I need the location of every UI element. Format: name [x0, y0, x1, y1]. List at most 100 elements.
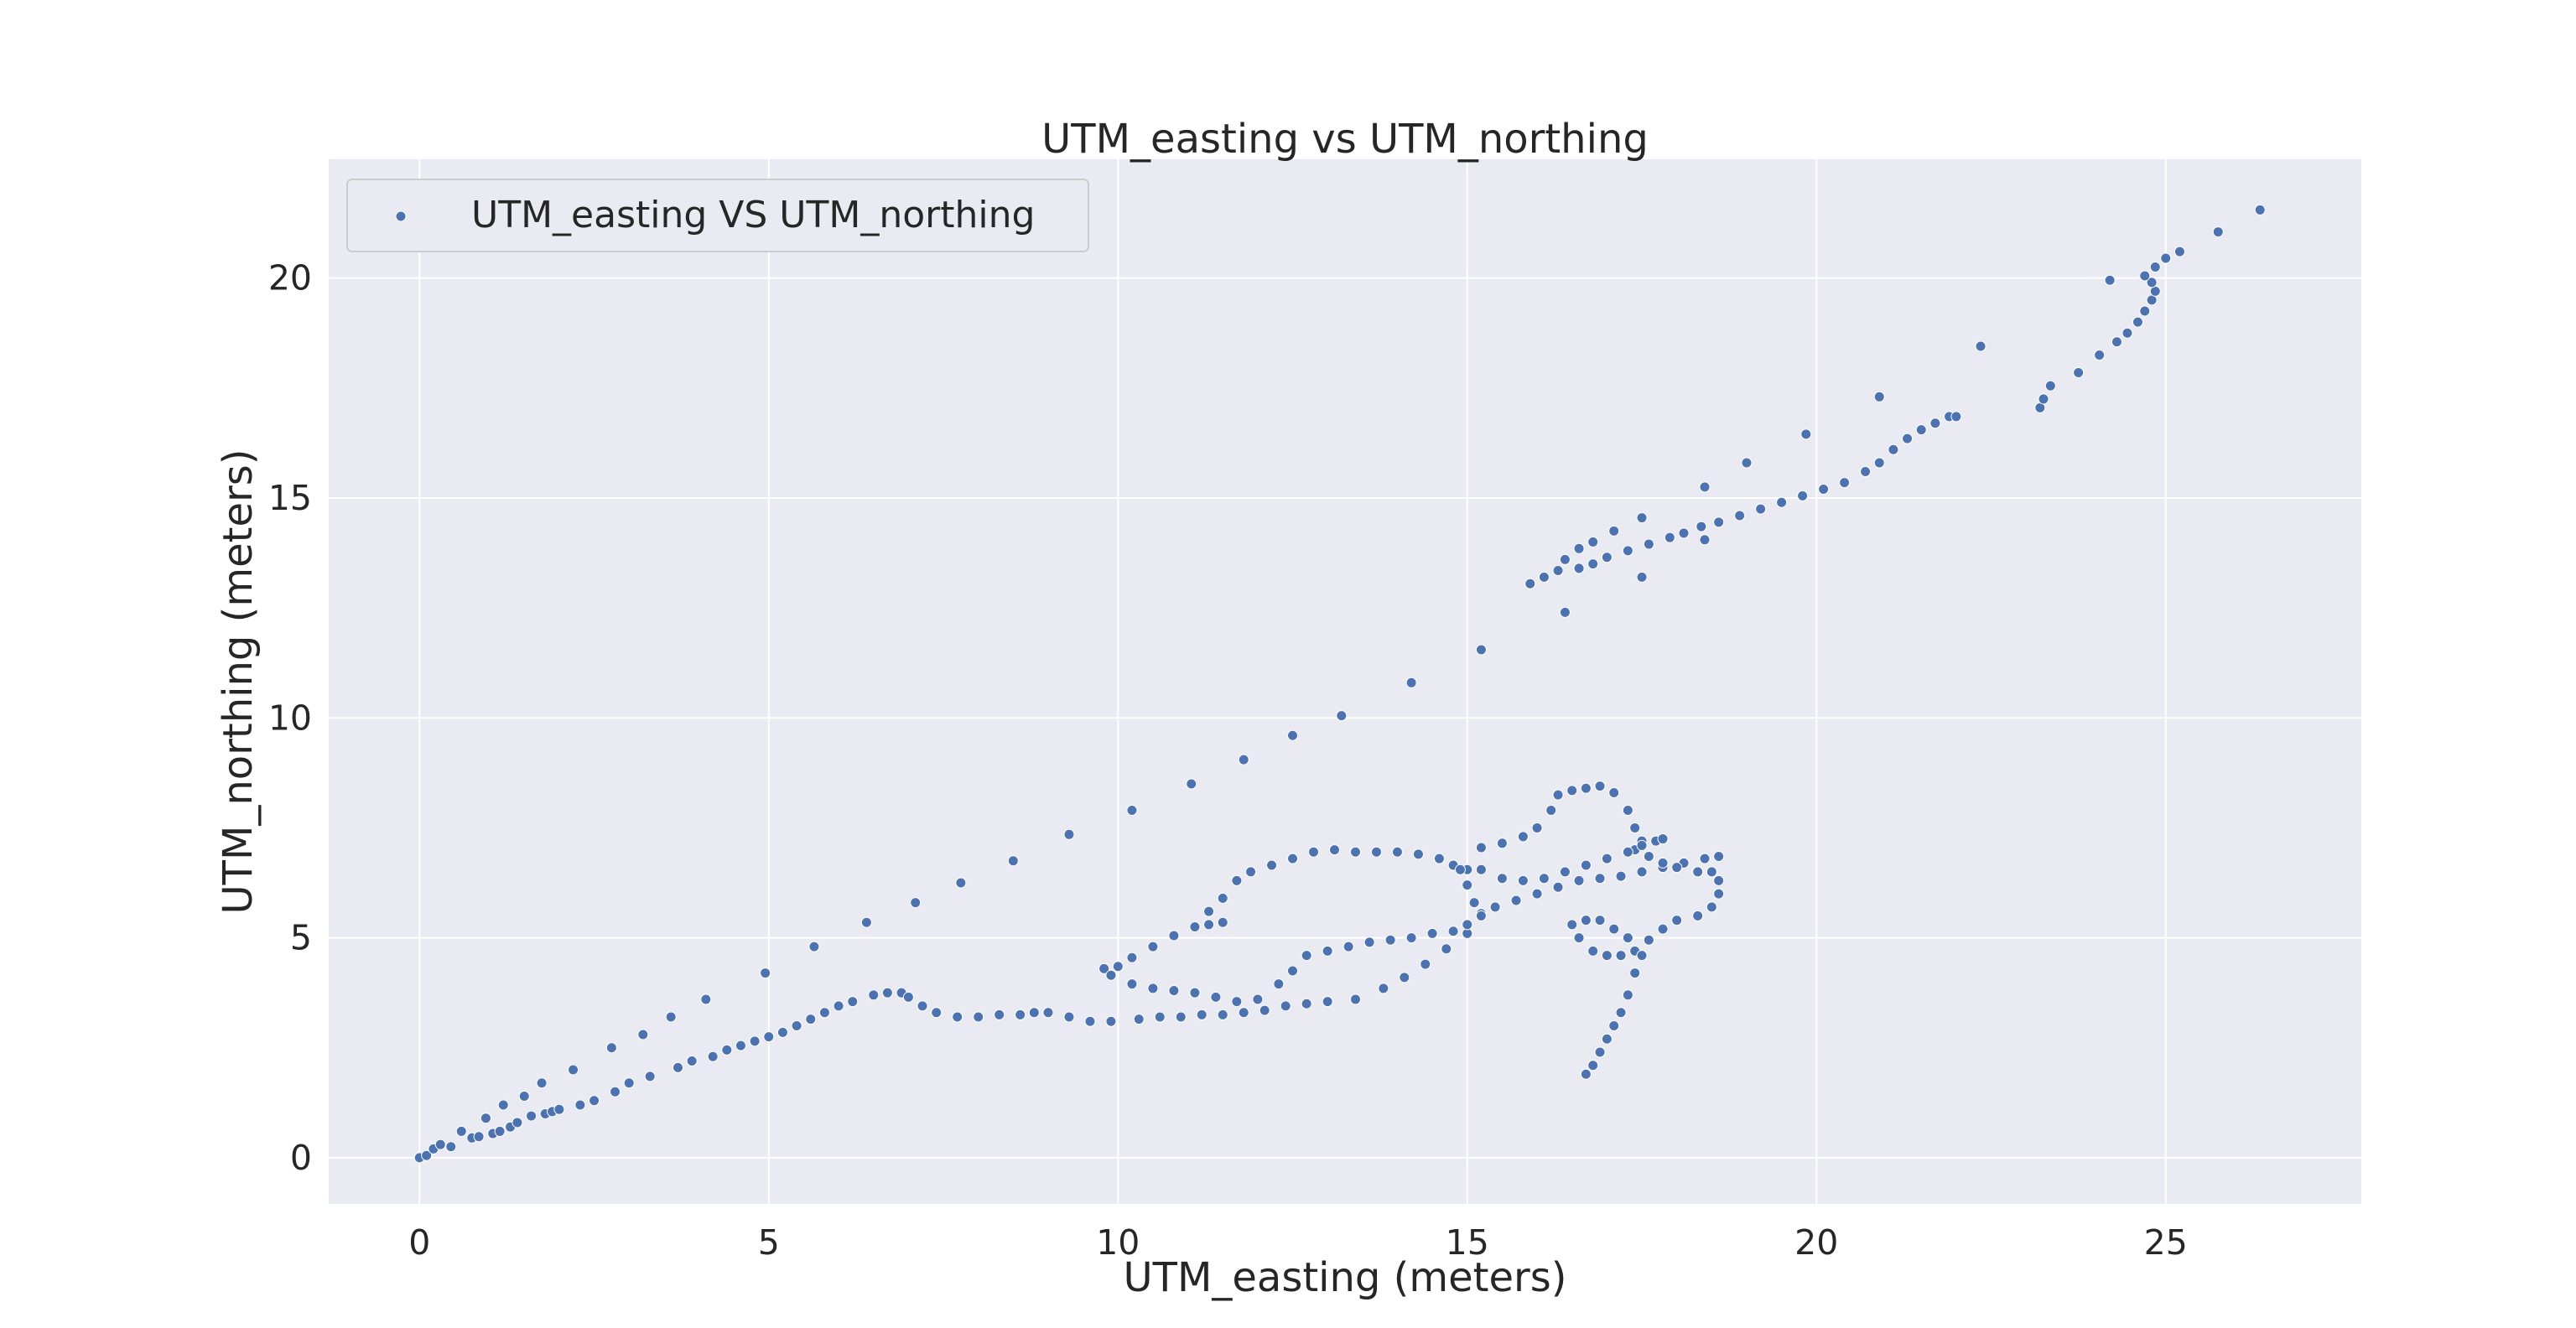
scatter-point [1426, 927, 1438, 939]
scatter-point [2149, 262, 2161, 273]
scatter-point [1734, 510, 1746, 521]
scatter-point [1028, 1007, 1040, 1019]
scatter-point [1308, 846, 1320, 858]
scatter-point [1643, 538, 1654, 550]
scatter-point [494, 1125, 506, 1137]
scatter-point [1441, 943, 1452, 955]
scatter-point [1186, 778, 1197, 790]
scatter-point [1517, 831, 1529, 843]
scatter-point [1252, 993, 1264, 1005]
scatter-point [1510, 895, 1522, 906]
scatter-point [1175, 1011, 1187, 1023]
scatter-point [1800, 428, 1812, 440]
scatter-point [1196, 1009, 1208, 1020]
scatter-point [1566, 919, 1578, 931]
scatter-point [518, 1090, 530, 1102]
scatter-point [1636, 950, 1648, 962]
scatter-point [2111, 336, 2122, 348]
scatter-point [1412, 848, 1424, 860]
scatter-point [847, 996, 859, 1008]
scatter-point [1343, 941, 1354, 952]
y-tick-label: 10 [268, 698, 312, 738]
scatter-point [1322, 996, 1333, 1008]
scatter-point [700, 993, 712, 1005]
scatter-point [1629, 967, 1641, 979]
scatter-point [1608, 1020, 1620, 1032]
scatter-point [1447, 926, 1459, 937]
scatter-point [910, 897, 922, 909]
scatter-point [1915, 424, 1927, 436]
scatter-point [1405, 932, 1417, 944]
scatter-point [1839, 477, 1851, 489]
scatter-point [1692, 910, 1704, 921]
scatter-point [1217, 1009, 1228, 1020]
scatter-point [2094, 349, 2106, 361]
scatter-point [1692, 866, 1704, 878]
scatter-point [1678, 527, 1690, 539]
scatter-point [2174, 246, 2185, 257]
scatter-point [1622, 932, 1633, 944]
scatter-point [1643, 851, 1654, 863]
scatter-point [1475, 842, 1487, 853]
scatter-point [1405, 677, 1417, 688]
scatter-point [721, 1044, 733, 1056]
data-points [413, 204, 2266, 1164]
scatter-point [1378, 983, 1389, 994]
scatter-point [2132, 316, 2143, 328]
legend-marker [395, 210, 407, 222]
scatter-point [1929, 418, 1941, 429]
scatter-point [1566, 785, 1578, 796]
scatter-point [2139, 270, 2151, 282]
scatter-point [1706, 901, 1717, 913]
scatter-point [1538, 571, 1550, 583]
scatter-point [1741, 457, 1753, 469]
scatter-point [1818, 483, 1830, 495]
scatter-point [1573, 874, 1585, 886]
y-tick-labels: 0 5 10 15 20 [268, 258, 312, 1178]
scatter-point [1671, 915, 1683, 926]
scatter-point [665, 1011, 677, 1023]
scatter-point [1468, 897, 1480, 909]
scatter-point [2122, 327, 2133, 339]
scatter-point [1531, 888, 1543, 900]
scatter-point [1706, 866, 1717, 878]
scatter-point [434, 1139, 446, 1150]
scatter-point [1594, 873, 1606, 884]
scatter-point [1496, 838, 1508, 849]
scatter-point [1475, 910, 1487, 921]
scatter-point [791, 1020, 802, 1032]
scatter-point [1636, 866, 1648, 878]
scatter-point [637, 1029, 649, 1040]
scatter-point [931, 1007, 943, 1019]
scatter-point [1552, 565, 1564, 577]
scatter-point [445, 1141, 457, 1153]
scatter-point [1384, 934, 1396, 946]
scatter-point [881, 987, 893, 999]
scatter-point [776, 1026, 788, 1038]
scatter-point [1552, 789, 1564, 801]
x-tick-label: 15 [1446, 1222, 1489, 1263]
scatter-point [1301, 998, 1312, 1009]
x-tick-label: 5 [758, 1222, 780, 1263]
scatter-point [1797, 490, 1809, 501]
scatter-point [1552, 881, 1564, 893]
scatter-point [818, 1007, 830, 1019]
scatter-point [1126, 978, 1138, 990]
scatter-point [1203, 905, 1215, 917]
scatter-point [860, 916, 872, 928]
y-tick-label: 5 [290, 918, 312, 958]
scatter-point [760, 967, 771, 979]
scatter-point [2212, 226, 2224, 238]
scatter-point [1594, 1046, 1606, 1058]
scatter-point [1287, 729, 1299, 741]
scatter-point [1287, 965, 1299, 977]
scatter-point [574, 1099, 586, 1111]
scatter-point [1573, 932, 1585, 944]
scatter-point [2146, 277, 2158, 288]
scatter-point [1873, 457, 1885, 469]
scatter-point [1888, 444, 1899, 455]
scatter-point [1622, 804, 1633, 816]
scatter-point [1699, 853, 1711, 864]
scatter-point [952, 1011, 963, 1023]
